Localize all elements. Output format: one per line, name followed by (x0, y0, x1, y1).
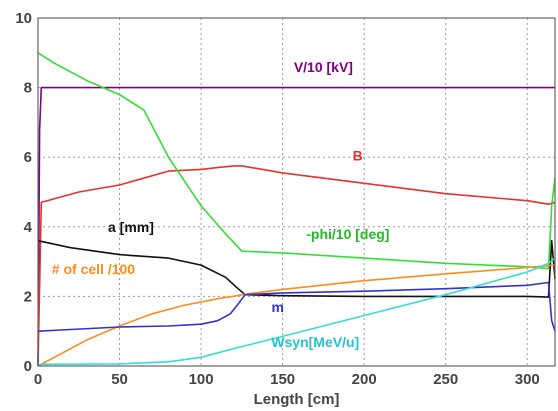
y-tick-label: 4 (24, 219, 33, 236)
y-tick-label: 10 (15, 10, 32, 27)
series-annotation: m (272, 299, 284, 315)
series-line-wsyn-mev-u (37, 257, 556, 366)
series-line-b (37, 165, 556, 367)
series-annotation: B (353, 148, 363, 164)
y-tick-label: 2 (24, 288, 32, 305)
x-tick-label: 150 (270, 371, 295, 388)
y-tick-label: 6 (24, 149, 32, 166)
x-tick-label: 0 (34, 371, 42, 388)
x-axis-label: Length [cm] (254, 391, 340, 408)
series-annotation: Wsyn[MeV/u] (271, 334, 359, 350)
series-annotation: # of cell /100 (52, 261, 135, 277)
x-tick-label: 100 (189, 371, 214, 388)
x-tick-label: 50 (111, 371, 128, 388)
series-line-v-10-kv (37, 86, 555, 367)
y-tick-label: 0 (24, 358, 32, 375)
series-layer (37, 52, 556, 367)
x-tick-label: 250 (433, 371, 458, 388)
series-annotation: V/10 [kV] (294, 59, 353, 75)
tick-labels: 0 50 100 150 200 250 300 0 2 4 6 8 10 (15, 10, 539, 388)
series-line-phi-10-deg (37, 52, 556, 270)
plot-frame (37, 17, 556, 367)
x-tick-label: 200 (352, 371, 377, 388)
x-tick-label: 300 (515, 371, 540, 388)
series-line-of-cell-100 (37, 264, 556, 367)
annotations-layer: V/10 [kV] B -phi/10 [deg] a [mm] # of cell /… (52, 59, 390, 350)
series-annotation: a [mm] (108, 219, 154, 235)
series-annotation: -phi/10 [deg] (306, 226, 389, 242)
y-tick-label: 8 (24, 80, 32, 97)
series-line-m (37, 281, 556, 332)
